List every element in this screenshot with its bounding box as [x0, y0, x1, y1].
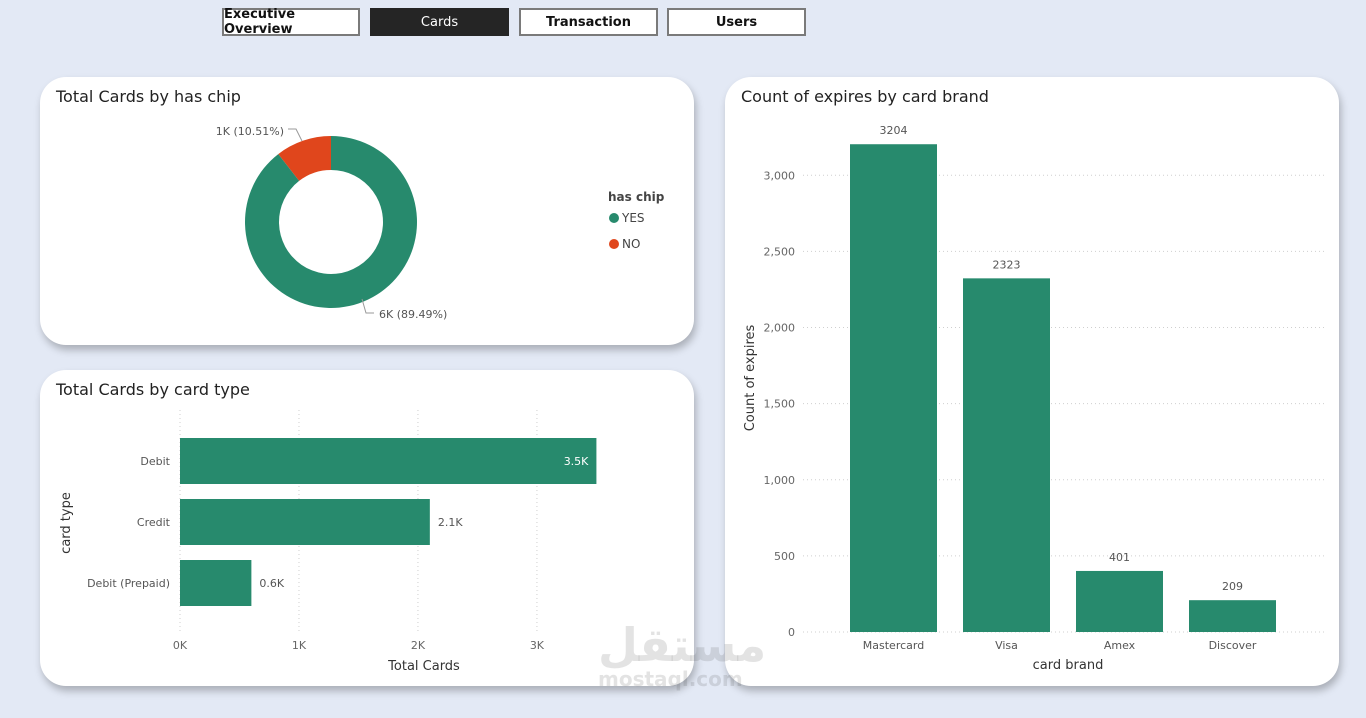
card-brand-bar-chart: 0 500 1,000 1,500 2,000 2,500 3,000 3204 Masterc… — [743, 124, 1325, 673]
vbar-ytick-label: 0 — [788, 626, 795, 639]
has-chip-card: Total Cards by has chip 1K (10.51%) 6K (8… — [40, 77, 694, 345]
donut-leader-no — [288, 128, 303, 142]
vbar-data-label: 209 — [1222, 580, 1243, 593]
hbar-xtick-label: 2K — [411, 639, 426, 652]
hbar-data-label: 3.5K — [564, 455, 589, 468]
vbar-bar-mastercard — [850, 144, 937, 632]
vbar-data-label: 401 — [1109, 551, 1130, 564]
vbar-ytick-label: 500 — [774, 550, 795, 563]
donut-slice-yes — [245, 136, 418, 308]
has-chip-chart-title: Total Cards by has chip — [56, 87, 241, 106]
hbar-data-label: 2.1K — [438, 516, 463, 529]
donut-leader-yes — [361, 298, 374, 314]
hbar-bar-0 — [180, 438, 597, 484]
card-type-chart-title: Total Cards by card type — [56, 380, 250, 399]
vbar-bar-visa — [963, 278, 1050, 632]
tab-cards[interactable]: Cards — [370, 8, 509, 36]
hbar-yaxis-title: card type — [59, 492, 74, 554]
vbar-data-label: 3204 — [880, 124, 908, 137]
vbar-xaxis-title: card brand — [1033, 658, 1104, 673]
has-chip-donut-chart: 1K (10.51%) 6K (89.49%) has chip YES NO — [216, 125, 665, 321]
card-brand-chart-title: Count of expires by card brand — [741, 87, 989, 106]
legend-title: has chip — [608, 190, 665, 204]
vbar-category-label: Amex — [1104, 639, 1136, 652]
legend-label-yes: YES — [621, 211, 645, 225]
card-type-bar-chart: 0K 1K 2K 3K Debit 3.5K Credit 2.1K Debit (Prepai… — [59, 410, 597, 674]
tab-users[interactable]: Users — [667, 8, 806, 36]
donut-label-yes: 6K (89.49%) — [379, 308, 447, 321]
vbar-ytick-label: 2,500 — [764, 245, 796, 258]
vbar-bar-discover — [1189, 600, 1276, 632]
hbar-xtick-label: 1K — [292, 639, 307, 652]
card-brand-card: Count of expires by card brand 0 500 1,000… — [725, 77, 1339, 686]
hbar-xtick-label: 0K — [173, 639, 188, 652]
vbar-yaxis-title: Count of expires — [743, 324, 758, 431]
vbar-category-label: Mastercard — [863, 639, 924, 652]
vbar-ytick-label: 2,000 — [764, 322, 796, 335]
hbar-data-label: 0.6K — [259, 577, 284, 590]
hbar-category-label: Debit — [140, 455, 170, 468]
legend-marker-yes — [609, 213, 619, 223]
vbar-category-label: Discover — [1209, 639, 1257, 652]
vbar-data-label: 2323 — [993, 258, 1021, 271]
tab-executive-overview[interactable]: Executive Overview — [222, 7, 360, 37]
legend-label-no: NO — [622, 237, 640, 251]
legend-marker-no — [609, 239, 619, 249]
hbar-xtick-label: 3K — [530, 639, 545, 652]
hbar-category-label: Credit — [137, 516, 171, 529]
hbar-bar-2 — [180, 560, 252, 606]
hbar-xaxis-title: Total Cards — [387, 659, 460, 674]
vbar-ytick-label: 1,500 — [764, 398, 796, 411]
vbar-bar-amex — [1076, 570, 1163, 632]
hbar-bar-1 — [180, 499, 430, 545]
hbar-category-label: Debit (Prepaid) — [87, 577, 170, 590]
donut-slice-no — [278, 136, 331, 181]
vbar-ytick-label: 3,000 — [764, 169, 796, 182]
tab-transaction[interactable]: Transaction — [519, 8, 658, 36]
donut-label-no: 1K (10.51%) — [216, 125, 284, 138]
vbar-ytick-label: 1,000 — [764, 474, 796, 487]
card-type-card: Total Cards by card type 0K 1K 2K 3K Debit 3.… — [40, 370, 694, 686]
vbar-category-label: Visa — [995, 639, 1018, 652]
